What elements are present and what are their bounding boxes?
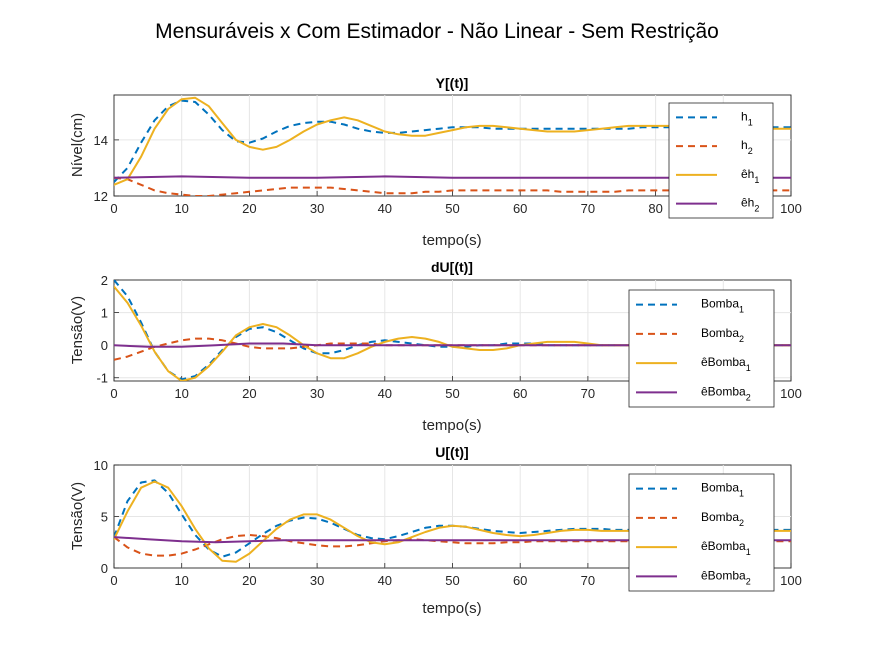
legend-box	[628, 473, 775, 592]
legend-entry-label: êh1	[741, 167, 759, 185]
axes-du-control-increment: dU[(t)] tempo(s) Tensão(V) 0 10 20 30 40 50 60…	[69, 259, 802, 434]
y-tick-label: 14	[94, 133, 108, 148]
legend-box	[668, 102, 774, 219]
legend-entry-label: êBomba1	[701, 539, 751, 557]
y-tick-label: 12	[94, 189, 108, 204]
x-tick-label: 20	[242, 386, 256, 401]
x-tick-label: 50	[445, 573, 459, 588]
x-tick-label: 80	[648, 201, 662, 216]
axes-u-control-signal: U[(t)] tempo(s) Tensão(V) 0 10 20 30 40 50 60 7…	[69, 444, 802, 617]
axes-y-levels: Y[(t)] tempo(s) Nível(cm) 0 10 20 30 40 50 60 7…	[69, 75, 802, 249]
axes-du-xlabel: tempo(s)	[422, 417, 481, 434]
axes-u-legend: Bomba1 Bomba2 êBomba1 êBomba2	[628, 473, 775, 592]
axes-y-xlabel: tempo(s)	[422, 232, 481, 249]
legend-entry-label: êBomba2	[701, 384, 751, 402]
figure-suptitle: Mensuráveis x Com Estimador - Não Linear…	[155, 20, 719, 43]
legend-entry-label: Bomba1	[701, 297, 744, 315]
x-tick-label: 10	[174, 201, 188, 216]
legend-box	[628, 289, 775, 408]
y-tick-label: 1	[101, 306, 108, 321]
axes-du-legend: Bomba1 Bomba2 êBomba1 êBomba2	[628, 289, 775, 408]
legend-entry-label: Bomba2	[701, 510, 744, 528]
x-tick-label: 40	[378, 201, 392, 216]
legend-entry-label: êBomba2	[701, 568, 751, 586]
y-tick-label: 2	[101, 273, 108, 288]
legend-entry-label: h1	[741, 109, 753, 127]
axes-y-title: Y[(t)]	[436, 75, 469, 91]
series-line-bomba2	[114, 534, 791, 557]
axes-u-xlabel: tempo(s)	[422, 600, 481, 617]
y-tick-label: 10	[94, 458, 108, 473]
x-tick-label: 0	[110, 386, 117, 401]
x-tick-label: 60	[513, 573, 527, 588]
x-tick-label: 30	[310, 201, 324, 216]
y-tick-label: 5	[101, 510, 108, 525]
x-tick-label: 0	[110, 201, 117, 216]
legend-entry-label: Bomba2	[701, 326, 744, 344]
x-tick-label: 30	[310, 573, 324, 588]
x-tick-label: 70	[581, 201, 595, 216]
y-tick-label: 0	[101, 338, 108, 353]
x-tick-label: 20	[242, 201, 256, 216]
x-tick-label: 100	[780, 386, 802, 401]
x-tick-label: 100	[780, 201, 802, 216]
legend-entry-label: êh2	[741, 196, 759, 214]
x-tick-label: 70	[581, 573, 595, 588]
axes-u-title: U[(t)]	[435, 444, 468, 460]
x-tick-label: 0	[110, 573, 117, 588]
legend-entry-label: Bomba1	[701, 481, 744, 499]
y-tick-label: 0	[101, 561, 108, 576]
x-tick-label: 50	[445, 201, 459, 216]
x-tick-label: 50	[445, 386, 459, 401]
legend-entry-label: h2	[741, 138, 753, 156]
x-tick-label: 70	[581, 386, 595, 401]
axes-u-ylabel: Tensão(V)	[69, 482, 86, 550]
x-tick-label: 40	[378, 386, 392, 401]
x-tick-label: 60	[513, 201, 527, 216]
x-tick-label: 100	[780, 573, 802, 588]
axes-y-legend: h1 h2 êh1 êh2	[668, 102, 774, 219]
x-tick-label: 60	[513, 386, 527, 401]
x-tick-label: 20	[242, 573, 256, 588]
x-tick-label: 10	[174, 386, 188, 401]
axes-y-ylabel: Nível(cm)	[69, 113, 86, 177]
y-tick-label: -1	[96, 371, 108, 386]
x-tick-label: 10	[174, 573, 188, 588]
axes-du-title: dU[(t)]	[431, 259, 473, 275]
x-tick-label: 30	[310, 386, 324, 401]
legend-entry-label: êBomba1	[701, 355, 751, 373]
x-tick-label: 40	[378, 573, 392, 588]
axes-du-ylabel: Tensão(V)	[69, 296, 86, 364]
